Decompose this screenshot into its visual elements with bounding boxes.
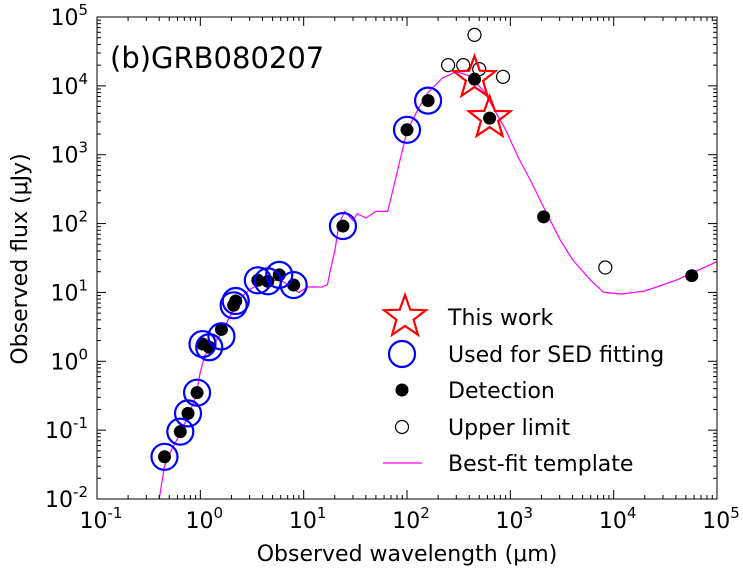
sed-fitting-point [279,270,308,300]
upper-limit-point [472,62,487,77]
x-tick-label: 10-1 [80,504,123,534]
sed-fitting-point [221,286,250,316]
sed-fitting-point [219,291,248,320]
ticks-layer [96,16,718,500]
detection-point [483,111,497,125]
x-tick-label: 103 [496,504,534,534]
detection-point [173,425,187,439]
sed-fitting-point [243,266,272,295]
sed-fitting-point [188,329,217,359]
legend-ring-icon [387,339,417,369]
legend: This work Used for SED fitting Detection… [381,291,664,477]
detection-point [685,269,699,283]
x-axis-label: Observed wavelength (μm) [257,542,558,567]
detection-point [181,406,195,420]
detection-point [400,123,414,137]
legend-label-detection: Detection [448,379,555,404]
detection-point [214,322,228,336]
x-tick-label: 102 [392,504,430,534]
upper-limit-point [441,58,456,73]
upper-limit-point [495,69,511,84]
x-tick-label: 101 [289,504,327,534]
best-fit-template-line [158,71,717,499]
detection-point [421,94,435,108]
this-work-point [450,52,499,99]
legend-label-upper-limit: Upper limit [448,416,570,441]
legend-label-sed-fitting: Used for SED fitting [448,343,664,368]
y-tick-label: 103 [50,139,88,169]
y-tick-label: 10-2 [45,483,88,513]
sed-fitting-point [413,86,443,115]
detection-point [537,210,551,224]
tick-labels: 10-1 100 101 102 103 104 10510-210-11001011021… [45,1,740,534]
this-work-point [465,92,514,139]
detection-point [287,278,301,292]
detection-point [202,340,216,354]
detection-point [467,72,481,86]
upper-limit-point [467,27,482,42]
legend-label-best-fit: Best-fit template [448,452,633,477]
detection-point [157,450,171,464]
detection-point [190,386,204,400]
sed-fitting-point [150,442,179,471]
marker-layer [150,27,699,471]
sed-fitting-point [392,115,422,144]
x-tick-label: 100 [186,504,224,534]
sed-fitting-point [328,211,358,241]
legend-label-this-work: This work [447,306,553,331]
template-layer [158,71,717,499]
panel-label: (b)GRB080207 [110,41,324,75]
y-tick-label: 104 [50,70,88,100]
detection-point [336,219,350,233]
sed-fitting-point [207,322,236,351]
upper-limit-point [598,260,613,275]
sed-fitting-point [182,378,212,407]
x-tick-label: 104 [599,504,637,534]
y-tick-label: 102 [50,208,88,238]
detection-point [229,294,243,308]
y-tick-label: 100 [50,345,88,375]
legend-open-dot-icon [394,419,410,435]
sed-fitting-point [265,260,294,289]
legend-dot-icon [395,383,409,397]
y-tick-label: 10-1 [45,414,88,444]
sed-fitting-point [166,417,195,446]
plot-frame [96,16,718,500]
legend-markers [381,291,429,464]
y-axis-label: Observed flux (μJy) [8,153,33,364]
y-tick-label: 101 [50,276,88,306]
y-tick-label: 105 [50,1,88,31]
x-tick-label: 105 [702,504,740,534]
legend-star-icon [381,291,429,338]
